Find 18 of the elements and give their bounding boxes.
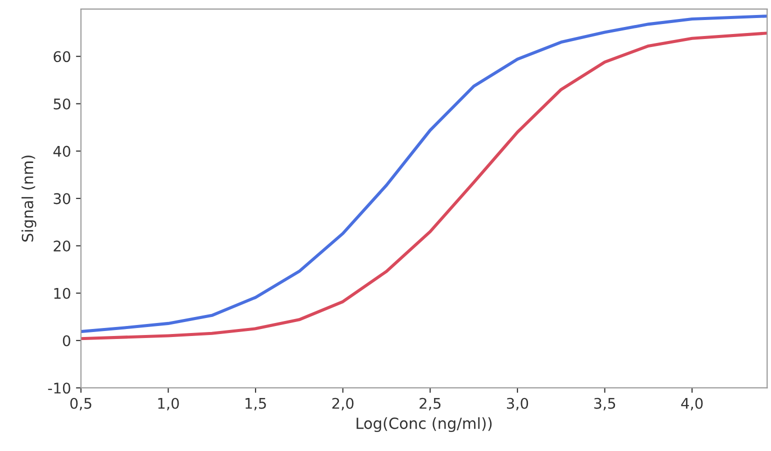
x-tick-label: 2,0 <box>332 398 354 410</box>
x-tick-label: 1,0 <box>158 398 179 410</box>
y-tick-label: 10 <box>54 288 70 299</box>
y-tick-label: 50 <box>54 98 70 110</box>
y-tick-label: 20 <box>54 240 70 252</box>
y-tick-label: 0 <box>62 335 70 346</box>
x-tick-label: 3,5 <box>594 398 616 410</box>
x-tick-label: 2,5 <box>420 398 440 410</box>
y-tick-label: 40 <box>53 146 70 157</box>
x-axis-title: Log(Conc (ng/ml)) <box>356 417 492 432</box>
x-tick-label: 3,0 <box>506 398 528 410</box>
y-tick-label: -10 <box>48 382 70 394</box>
y-tick-label: 30 <box>54 193 70 204</box>
y-axis-title: Signal (nm) <box>22 156 36 242</box>
y-tick-label: 60 <box>54 51 70 62</box>
x-tick-label: 4,0 <box>681 398 703 410</box>
x-tick-label: 0,5 <box>70 398 92 410</box>
x-tick-label: 1,5 <box>246 398 266 410</box>
